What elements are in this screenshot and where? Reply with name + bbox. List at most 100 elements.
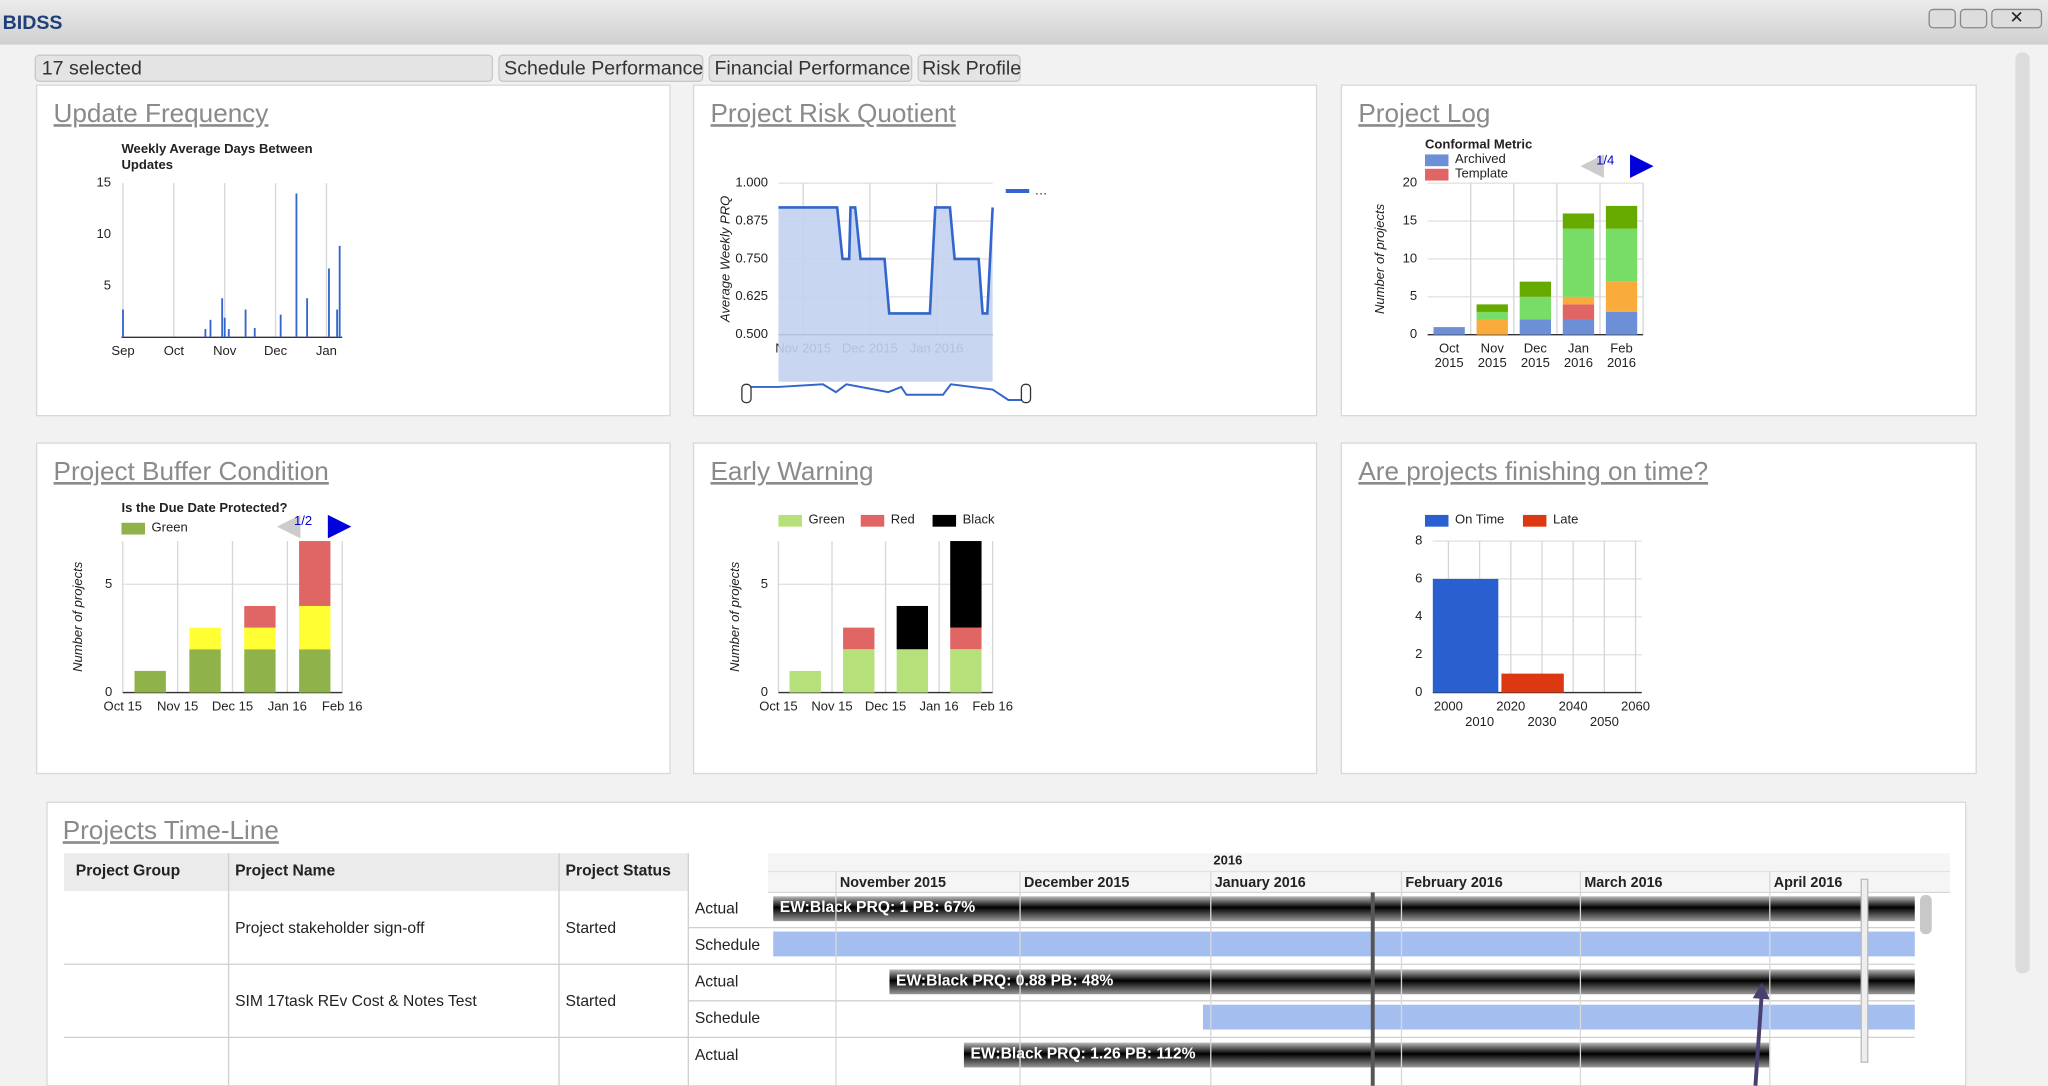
chart-panel: Early Warning 0 5 Oct 15 Nov 15 Dec 15 Jan 16 F… (692, 442, 1318, 775)
month-label: November 2015 (840, 875, 946, 891)
x-tick-label: Nov 15 (157, 698, 198, 713)
pager-next[interactable] (327, 514, 352, 539)
x-tick-label: Jan 16 (920, 698, 959, 713)
bar-segment (1562, 228, 1595, 297)
month-label: February 2016 (1405, 875, 1502, 891)
bar-segment (1605, 228, 1638, 282)
zoom-slider[interactable] (1860, 878, 1869, 1063)
x-tick-label: 2030 (1527, 714, 1556, 729)
legend-label: … (1034, 182, 1047, 197)
y-axis-label: Number of projects (727, 561, 742, 672)
x-tick-label: Nov 15 (811, 698, 852, 713)
bar-segment (189, 649, 221, 693)
tab-label: Schedule Performance (504, 58, 703, 80)
range-handle[interactable] (741, 383, 752, 404)
selection-box[interactable] (34, 54, 494, 82)
bar-segment (1605, 311, 1638, 335)
y-axis-label: Number of projects (1372, 203, 1387, 314)
legend-swatch (121, 522, 145, 535)
column-header: Project Group (76, 863, 180, 880)
panel-box (35, 84, 671, 417)
bar-segment (950, 627, 982, 650)
y-tick-label: 4 (1415, 608, 1422, 623)
bar-segment (789, 670, 821, 693)
x-tick-label: 2060 (1621, 698, 1650, 713)
y-tick-label: 2 (1415, 646, 1422, 661)
pager-prev[interactable] (276, 514, 301, 539)
bar-segment (1476, 311, 1508, 320)
close-button[interactable] (1991, 8, 2043, 29)
month-label: March 2016 (1584, 875, 1662, 891)
bar-segment (1476, 304, 1508, 312)
x-tick-label: Nov (213, 343, 237, 358)
range-selector (747, 383, 1027, 401)
panel-title: Project Buffer Condition (54, 456, 329, 486)
panel-box (692, 442, 1318, 775)
schedule-bar[interactable] (1202, 1004, 1915, 1030)
tab-button[interactable] (498, 54, 704, 82)
bar-segment (1519, 281, 1552, 297)
range-handle[interactable] (1020, 383, 1032, 404)
bar (209, 319, 212, 338)
y-tick-label: 6 (1415, 570, 1422, 585)
bar-label: EW:Black PRQ: 1 PB: 67% (780, 899, 976, 916)
row-kind: Schedule (695, 937, 761, 954)
y-tick-label: 5 (104, 277, 111, 292)
pager-label: 1/4 (1596, 152, 1614, 167)
row-kind: Actual (695, 901, 739, 918)
x-tick-label: Oct (164, 343, 185, 358)
gantt-scrollbar[interactable] (1920, 895, 1932, 935)
bar-segment (843, 627, 875, 650)
actual-bar[interactable] (773, 896, 1915, 922)
selection-text: 17 selected (42, 58, 142, 80)
month-label: April 2016 (1774, 875, 1843, 891)
tab-button[interactable] (708, 54, 913, 82)
bar-segment (1562, 296, 1595, 305)
bar-segment (1605, 205, 1638, 229)
column-header: Project Name (235, 863, 335, 880)
minimize-button[interactable] (1928, 8, 1956, 29)
legend-label: Black (963, 512, 995, 527)
y-tick-label: 0 (1410, 326, 1417, 341)
x-tick-label: Dec (264, 343, 288, 358)
y-axis-label: Number of projects (70, 561, 85, 672)
chart-title: Weekly Average Days Between Updates (121, 143, 312, 173)
legend-swatch (1522, 514, 1547, 527)
legend-label: Archived (1455, 151, 1506, 166)
x-tick-label: 2000 (1434, 698, 1463, 713)
y-tick-label: 15 (1403, 212, 1418, 227)
x-tick-label: Dec 15 (865, 698, 906, 713)
scrollbar[interactable] (2015, 52, 2030, 974)
bar (244, 309, 247, 338)
maximize-button[interactable] (1959, 8, 1988, 29)
pager-next[interactable] (1630, 154, 1654, 178)
panel-title: Project Log (1358, 98, 1490, 128)
tab-button[interactable] (917, 54, 1021, 82)
legend-label: Green (152, 519, 188, 534)
bar (227, 329, 230, 338)
x-tick-label: Sep (111, 343, 134, 358)
schedule-bar[interactable] (773, 931, 1915, 957)
panel-box (35, 442, 671, 775)
row-kind: Actual (695, 1047, 739, 1064)
y-tick-label: 10 (1403, 250, 1418, 265)
y-tick-label: 5 (761, 576, 768, 591)
bar-segment (299, 605, 331, 650)
y-tick-label: 1.000 (735, 175, 768, 190)
panel-title: Update Frequency (54, 98, 269, 128)
window-title: BIDSS (3, 12, 63, 34)
bar-segment (1519, 296, 1552, 320)
close-icon: ✕ (2010, 8, 2024, 27)
legend-title: Conformal Metric (1425, 137, 1532, 152)
arrow-head (1752, 982, 1770, 1000)
y-axis-label: Average Weekly PRQ (718, 196, 733, 323)
pager-prev[interactable] (1580, 154, 1604, 178)
x-tick-label: Jan 16 (268, 698, 307, 713)
actual-bar[interactable] (963, 1042, 1770, 1068)
x-tick-label: 2016 (1607, 355, 1636, 370)
chart-title: Is the Due Date Protected? (121, 500, 287, 515)
legend-label: Green (808, 512, 844, 527)
panel-title: Are projects finishing on time? (1358, 456, 1708, 486)
